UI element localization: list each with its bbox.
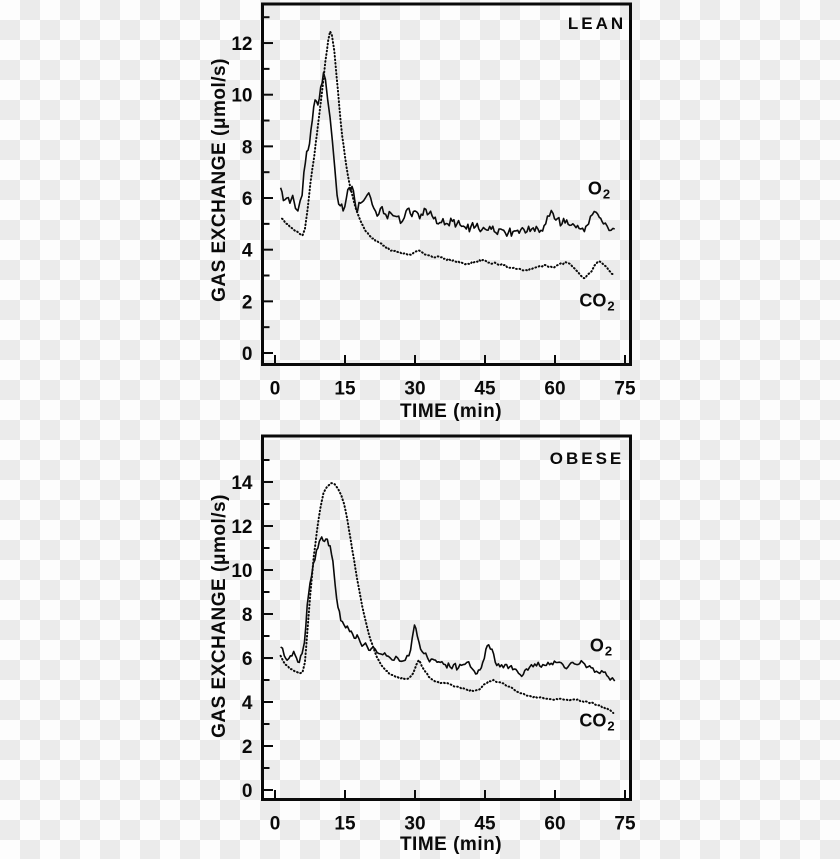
y-tick-label: 12 — [231, 517, 252, 538]
curve-o2-lean — [279, 71, 615, 237]
y-tick-label: 8 — [242, 137, 253, 158]
co2-subscript: 2 — [607, 718, 615, 734]
x-tick-label: 75 — [614, 379, 636, 400]
co2-text: CO — [579, 290, 607, 311]
y-tick-label: 2 — [242, 292, 253, 313]
x-tick-label: 30 — [404, 814, 425, 835]
x-tick-label: 75 — [614, 814, 636, 835]
y-tick-label: 10 — [231, 561, 252, 582]
o2-text: O — [589, 635, 604, 656]
y-tick-label: 6 — [242, 649, 253, 670]
o2-subscript: 2 — [602, 186, 611, 202]
panel-title-obese: OBESE — [549, 449, 625, 468]
series-label-co2-obese: CO2 — [579, 711, 614, 734]
x-tick-label: 0 — [270, 814, 281, 835]
curve-o2-obese — [280, 536, 616, 682]
o2-subscript: 2 — [604, 643, 613, 659]
series-label-co2-lean: CO2 — [579, 291, 614, 314]
x-tick-label: 15 — [334, 379, 356, 400]
y-tick-label: 10 — [231, 86, 252, 107]
co2-text: CO — [579, 710, 607, 731]
x-tick-label: 15 — [334, 814, 356, 835]
y-tick-label: 2 — [242, 737, 253, 758]
panel-title-lean: LEAN — [567, 14, 627, 33]
series-label-o2-obese: O2 — [590, 636, 612, 659]
y-tick-label: 8 — [242, 605, 253, 626]
y-tick-label: 0 — [242, 344, 253, 365]
co2-subscript: 2 — [607, 298, 615, 314]
curve-co2-lean — [281, 28, 615, 280]
y-tick-label: 12 — [231, 34, 252, 55]
y-axis-title-obese: GAS EXCHANGE (μmol/s) — [209, 494, 230, 738]
o2-text: O — [587, 178, 602, 199]
x-tick-label: 45 — [474, 379, 496, 400]
x-tick-label: 60 — [544, 379, 565, 400]
x-tick-label: 45 — [474, 814, 496, 835]
x-tick-label: 0 — [270, 379, 281, 400]
y-tick-label: 0 — [242, 781, 253, 802]
y-tick-label: 4 — [242, 693, 253, 714]
y-tick-label: 4 — [242, 241, 253, 262]
x-tick-label: 60 — [544, 814, 565, 835]
x-axis-title-obese: TIME (min) — [399, 834, 503, 855]
y-tick-label: 6 — [242, 189, 253, 210]
x-tick-label: 30 — [404, 379, 425, 400]
curve-co2-obese — [279, 482, 615, 714]
y-axis-title-lean: GAS EXCHANGE (μmol/s) — [209, 58, 230, 302]
y-tick-label: 14 — [231, 473, 253, 494]
series-label-o2-lean: O2 — [588, 179, 610, 202]
x-axis-title-lean: TIME (min) — [399, 401, 503, 422]
